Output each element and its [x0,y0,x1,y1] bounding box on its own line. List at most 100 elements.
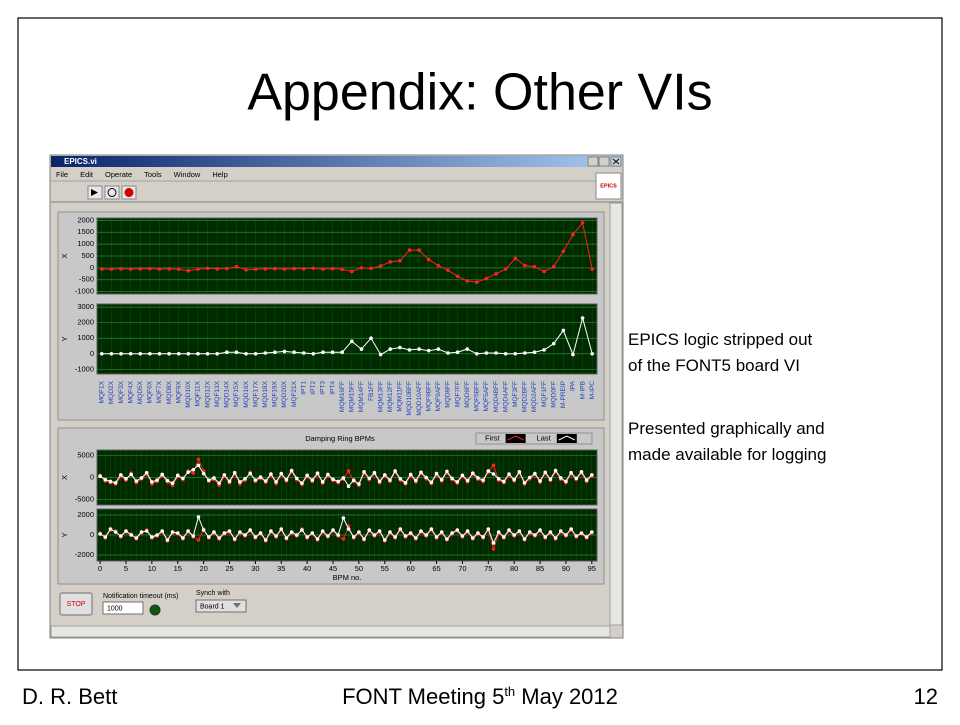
point [584,478,589,482]
point [134,536,139,540]
point [186,470,190,475]
footer-page: 12 [914,684,938,709]
point [580,316,585,320]
point [155,533,159,537]
point [294,476,299,481]
y-tick-label: 3000 [77,302,94,311]
point [403,534,408,538]
menu-item[interactable]: Tools [144,170,162,179]
point [569,527,573,531]
point [571,232,575,237]
category-label: IPT4 [329,381,336,395]
minimize-button[interactable] [587,156,599,167]
category-label: M-PREIP [560,381,567,408]
point [359,266,364,270]
point [574,476,579,481]
x-tick-label: 30 [251,564,259,573]
menu-item[interactable]: Operate [105,170,132,179]
timeout-input[interactable] [102,601,144,615]
point [551,264,556,269]
x-tick-label: 25 [225,564,233,573]
point [109,351,114,356]
stop-button[interactable] [59,592,93,616]
point [372,470,377,475]
footer-event-text: May 2012 [515,684,618,709]
y-tick-label: -1000 [75,287,94,296]
point [340,350,344,355]
point [388,260,393,264]
point [138,351,143,356]
point [331,528,335,532]
timeout-value: 1000 [107,605,123,612]
category-label: MQM14FF [358,381,365,412]
point [496,530,501,534]
point [103,477,108,482]
point [502,479,506,484]
point [357,530,361,534]
menu-item[interactable]: Edit [80,170,94,179]
point [590,267,594,271]
horizontal-scrollbar[interactable] [50,625,611,638]
point [494,272,498,276]
point [289,530,294,534]
point [465,529,470,533]
point [486,527,491,531]
point [258,475,263,479]
run-continuous-button[interactable] [104,185,120,200]
point [320,480,325,484]
category-label: MQF9X [175,380,182,403]
point [150,480,154,484]
point [542,269,546,274]
point [574,534,579,538]
category-label: IPA [570,380,577,391]
category-label: MQD0FF [550,381,557,408]
y-tick-label: 5000 [77,451,94,460]
point [196,457,201,461]
point [407,248,412,252]
point [486,469,491,473]
point [244,267,248,272]
point [207,478,211,482]
point [532,264,537,269]
maximize-button[interactable] [598,156,610,167]
category-label: MQD8FF [445,381,452,408]
menu-item[interactable]: Window [174,170,201,179]
category-label: MQF5BFF [474,381,481,411]
point [436,347,441,351]
point [481,478,485,482]
menu-item[interactable]: Help [212,170,227,179]
footer-superscript: th [504,684,515,699]
point [336,479,341,484]
point [331,477,335,482]
category-label: MQD2AFF [531,381,538,412]
point [507,528,511,532]
category-label: MQD2BFF [522,381,529,412]
point [320,529,325,533]
point [326,472,330,477]
stop-label: STOP [67,601,86,608]
category-label: MQD18X [262,380,269,407]
dropdown-arrow [233,603,241,608]
x-tick-label: 60 [406,564,414,573]
category-label: MQF7FF [454,381,461,407]
point [393,535,397,539]
point [533,533,537,537]
point [378,352,383,357]
point [476,476,480,480]
category-label: MQD6FF [464,381,471,408]
menu-item[interactable]: File [56,170,68,179]
y-tick-label: -5000 [75,494,94,503]
point [543,470,548,475]
point [100,267,104,271]
point [340,267,344,272]
category-label: FB1FF [368,381,375,401]
vertical-scrollbar[interactable] [609,202,623,626]
slide-frame [17,17,943,671]
point [222,531,227,535]
point [225,350,229,355]
point [167,351,171,356]
point [533,471,537,476]
category-label: MQF3FF [512,381,519,407]
category-label: MQF9AFF [435,381,442,411]
